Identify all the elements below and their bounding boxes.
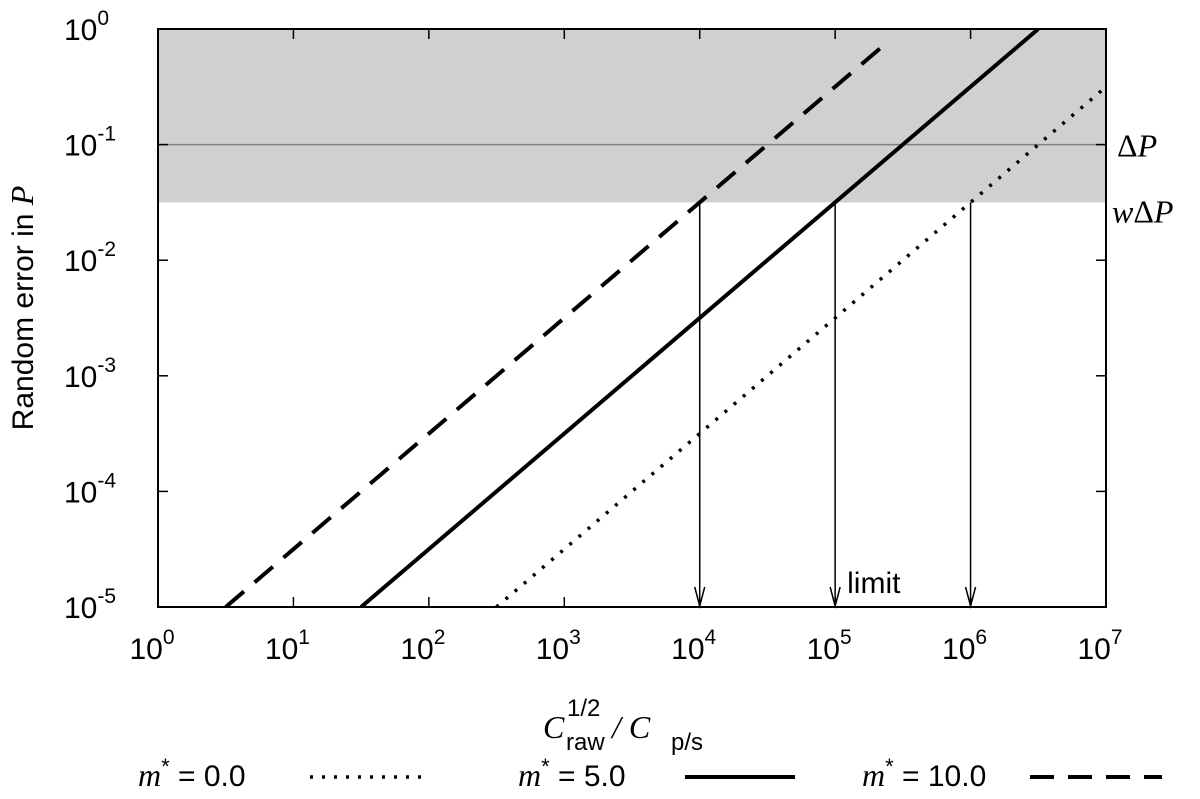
- p-symbol: P: [1137, 128, 1158, 164]
- series-line-0: [495, 85, 1106, 607]
- x-tick-label-1: 101: [265, 626, 310, 666]
- y-tick-label-5: 10-5: [64, 585, 116, 625]
- limit-annotation: limit: [847, 567, 901, 600]
- x-tick-label-5: 105: [807, 626, 852, 666]
- legend-value: 0.0: [204, 760, 246, 793]
- x-tick-label-3: 103: [536, 626, 581, 666]
- x-tick-label-6: 106: [942, 626, 987, 666]
- legend-label-0: m* = 0.0: [138, 754, 246, 793]
- y-tick-label-1: 10-1: [64, 123, 116, 163]
- x-label-sub: raw: [566, 729, 605, 756]
- y-tick-exp: -2: [97, 238, 116, 261]
- legend-star: *: [541, 754, 550, 779]
- legend-eq: =: [170, 760, 204, 793]
- legend-value: 5.0: [584, 760, 626, 793]
- x-label-c: C: [543, 709, 565, 745]
- y-tick-base: 10: [64, 14, 97, 47]
- x-tick-exp: 2: [434, 626, 446, 649]
- y-tick-exp: -5: [97, 585, 116, 608]
- legend-m: m: [862, 757, 885, 793]
- y-tick-exp: -4: [97, 469, 116, 492]
- w-symbol: w: [1112, 193, 1134, 229]
- y-tick-label-3: 10-3: [64, 354, 116, 394]
- y-tick-base: 10: [64, 361, 97, 394]
- x-tick-label-0: 100: [129, 626, 174, 666]
- x-tick-base: 10: [265, 633, 298, 666]
- series-line-2: [224, 39, 891, 607]
- y-tick-base: 10: [64, 245, 97, 278]
- legend: m* = 0.0 m* = 5.0 m* = 10.0: [138, 754, 1162, 793]
- y-tick-exp: -3: [97, 354, 116, 377]
- x-axis-label: C 1/2 raw / C p/s: [543, 695, 703, 756]
- x-tick-base: 10: [129, 633, 162, 666]
- x-tick-base: 10: [1077, 633, 1110, 666]
- legend-value: 10.0: [928, 760, 986, 793]
- delta-p-label: ΔP: [1117, 128, 1157, 164]
- x-tick-exp: 0: [163, 626, 175, 649]
- x-tick-base: 10: [400, 633, 433, 666]
- x-tick-exp: 7: [1111, 626, 1123, 649]
- y-tick-base: 10: [64, 476, 97, 509]
- y-axis-label-var: P: [4, 186, 40, 207]
- y-tick-label-0: 100: [64, 7, 109, 47]
- y-tick-label-2: 10-2: [64, 238, 116, 278]
- p-symbol: P: [1153, 193, 1174, 229]
- x-tick-exp: 6: [975, 626, 987, 649]
- x-tick-exp: 4: [705, 626, 717, 649]
- x-tick-label-2: 102: [400, 626, 445, 666]
- x-tick-base: 10: [942, 633, 975, 666]
- y-tick-exp: 0: [97, 7, 109, 30]
- legend-m: m: [138, 757, 161, 793]
- y-axis-label-text: Random error in: [7, 205, 40, 430]
- legend-eq: =: [550, 760, 584, 793]
- shaded-region: [158, 29, 1106, 203]
- x-tick-labels: 100 101 102 103 104 105 106 107: [129, 626, 1122, 666]
- x-tick-exp: 1: [298, 626, 310, 649]
- y-tick-label-4: 10-4: [64, 469, 116, 509]
- w-delta-p-label: wΔP: [1112, 193, 1173, 229]
- x-tick-base: 10: [671, 633, 704, 666]
- x-tick-exp: 3: [569, 626, 581, 649]
- y-tick-base: 10: [64, 130, 97, 163]
- x-tick-exp: 5: [840, 626, 852, 649]
- legend-star: *: [885, 754, 894, 779]
- tick-layer: [157, 28, 1107, 608]
- y-tick-exp: -1: [97, 123, 116, 146]
- delta-symbol: Δ: [1117, 128, 1138, 164]
- legend-label-2: m* = 10.0: [862, 754, 986, 793]
- delta-symbol: Δ: [1133, 193, 1154, 229]
- y-axis-label: Random error in P: [4, 186, 40, 431]
- x-tick-base: 10: [807, 633, 840, 666]
- x-label-sub2: p/s: [671, 729, 703, 756]
- legend-label-1: m* = 5.0: [518, 754, 626, 793]
- x-label-sup: 1/2: [567, 695, 600, 722]
- x-label-sep: / C: [610, 709, 651, 745]
- arrow-layer: [693, 202, 977, 609]
- y-tick-base: 10: [64, 592, 97, 625]
- x-tick-label-4: 104: [671, 626, 716, 666]
- legend-star: *: [161, 754, 170, 779]
- legend-m: m: [518, 757, 541, 793]
- legend-eq: =: [894, 760, 928, 793]
- x-tick-label-7: 107: [1077, 626, 1122, 666]
- x-tick-base: 10: [536, 633, 569, 666]
- plot-frame: [157, 28, 1107, 608]
